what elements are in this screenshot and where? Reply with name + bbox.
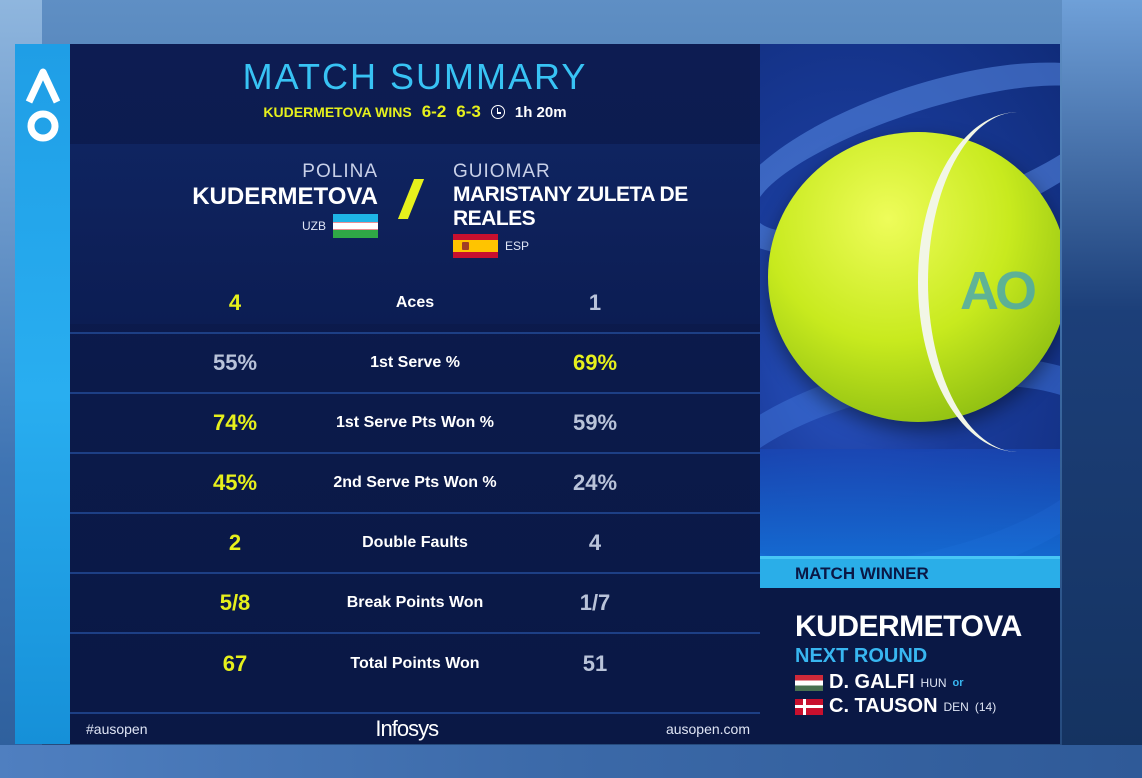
next-opponent-2: C. TAUSON DEN (14) xyxy=(795,695,996,718)
website-text: ausopen.com xyxy=(665,721,750,737)
set-score-2: 6-3 xyxy=(456,102,481,121)
stat-row-second-serve-pts-won: 45% 2nd Serve Pts Won % 24% xyxy=(70,454,760,514)
stat-row-first-serve-pct: 55% 1st Serve % 69% xyxy=(70,334,760,394)
stat-label: Total Points Won xyxy=(350,655,480,672)
stat-p2-value: 69% xyxy=(572,350,618,375)
panel-footer: #ausopen Infosys ausopen.com xyxy=(70,712,760,744)
stat-p1-value: 4 xyxy=(228,290,242,315)
next-opponent-1: D. GALFI HUN or xyxy=(795,671,964,694)
player-2-first-name: GUIOMAR xyxy=(453,161,551,182)
match-winner-panel: AO MATCH WINNER KUDERMETOVA NEXT ROUND D… xyxy=(760,44,1060,744)
stat-row-double-faults: 2 Double Faults 4 xyxy=(70,514,760,574)
versus-slash xyxy=(397,179,425,219)
stat-p2-value: 24% xyxy=(572,470,618,495)
stat-p2-value: 1 xyxy=(588,290,602,315)
sponsor-logo: Infosys xyxy=(375,716,439,741)
tennis-ball-artwork: AO xyxy=(760,44,1060,556)
ball-ao-mark: AO xyxy=(960,261,1037,321)
stat-label: 2nd Serve Pts Won % xyxy=(333,474,497,491)
opponent-1-name: D. GALFI xyxy=(829,671,915,693)
stat-label: 1st Serve % xyxy=(370,354,460,371)
stat-label: 1st Serve Pts Won % xyxy=(336,414,494,431)
stadium-background-bottom xyxy=(0,745,1142,778)
hashtag-text: #ausopen xyxy=(86,721,148,737)
winner-text: KUDERMETOVA WINS xyxy=(263,104,412,120)
stat-p1-value: 45% xyxy=(212,470,258,495)
match-duration: 1h 20m xyxy=(514,103,567,121)
player-1-country: UZB xyxy=(302,219,326,233)
stat-p1-value: 74% xyxy=(212,410,258,435)
stat-p2-value: 59% xyxy=(572,410,618,435)
player-2-country: ESP xyxy=(505,239,530,253)
match-winner-name: KUDERMETOVA xyxy=(795,610,1022,643)
player-2-country-row: ESP xyxy=(453,234,760,258)
player-1-first-name: POLINA xyxy=(302,161,378,182)
page-title: MATCH SUMMARY xyxy=(242,56,588,97)
stat-row-break-points-won: 5/8 Break Points Won 1/7 xyxy=(70,574,760,634)
denmark-flag-icon xyxy=(795,698,823,715)
stat-p1-value: 67 xyxy=(222,651,248,676)
ball-seam xyxy=(918,112,1060,452)
decorative-band xyxy=(760,449,1060,556)
player-1-country-row: UZB xyxy=(192,214,378,238)
opponent-2-name: C. TAUSON xyxy=(829,695,938,717)
stat-label: Break Points Won xyxy=(346,594,484,611)
opponent-2-country: DEN xyxy=(943,699,969,714)
tennis-ball-icon: AO xyxy=(768,112,1060,452)
clock-icon xyxy=(490,105,505,119)
player-2: GUIOMAR MARISTANY ZULETA DE REALES ESP xyxy=(453,161,760,258)
stat-p1-value: 55% xyxy=(212,350,258,375)
stat-row-total-points-won: 67 Total Points Won 51 xyxy=(70,634,760,694)
opponent-1-country: HUN xyxy=(920,675,947,690)
next-round-label: NEXT ROUND xyxy=(795,645,928,667)
ao-brand-strip xyxy=(15,44,70,744)
stat-p2-value: 4 xyxy=(588,530,602,555)
player-2-last-name: MARISTANY ZULETA DE REALES xyxy=(453,183,688,230)
stat-label: Aces xyxy=(395,294,435,311)
stat-row-first-serve-pts-won: 74% 1st Serve Pts Won % 59% xyxy=(70,394,760,454)
match-summary-panel: MATCH SUMMARY KUDERMETOVA WINS 6-2 6-3 1… xyxy=(70,44,760,744)
stadium-background-right xyxy=(1062,0,1142,778)
players-header: POLINA KUDERMETOVA UZB GUIOMAR MARISTANY… xyxy=(70,144,760,324)
hungary-flag-icon xyxy=(795,674,823,691)
stat-p2-value: 51 xyxy=(582,651,608,676)
stat-p1-value: 5/8 xyxy=(219,590,251,615)
spain-flag-icon xyxy=(453,234,498,258)
ao-logo-icon xyxy=(25,68,61,142)
match-winner-bar: MATCH WINNER xyxy=(760,556,1060,588)
stat-p1-value: 2 xyxy=(228,530,242,555)
set-score-1: 6-2 xyxy=(421,102,447,121)
opponent-connector: or xyxy=(952,676,964,689)
uzbekistan-flag-icon xyxy=(333,214,378,238)
player-1: POLINA KUDERMETOVA UZB xyxy=(192,161,378,238)
opponent-2-seed: (14) xyxy=(974,699,997,714)
stat-p2-value: 1/7 xyxy=(579,590,611,615)
stat-label: Double Faults xyxy=(362,534,468,551)
player-1-last-name: KUDERMETOVA xyxy=(192,183,378,210)
match-result-line: KUDERMETOVA WINS 6-2 6-3 1h 20m xyxy=(70,102,760,122)
stats-table: 4 Aces 1 55% 1st Serve % 69% 74% 1st Ser… xyxy=(70,274,760,694)
stat-row-aces: 4 Aces 1 xyxy=(70,274,760,334)
match-winner-label: MATCH WINNER xyxy=(795,564,929,583)
